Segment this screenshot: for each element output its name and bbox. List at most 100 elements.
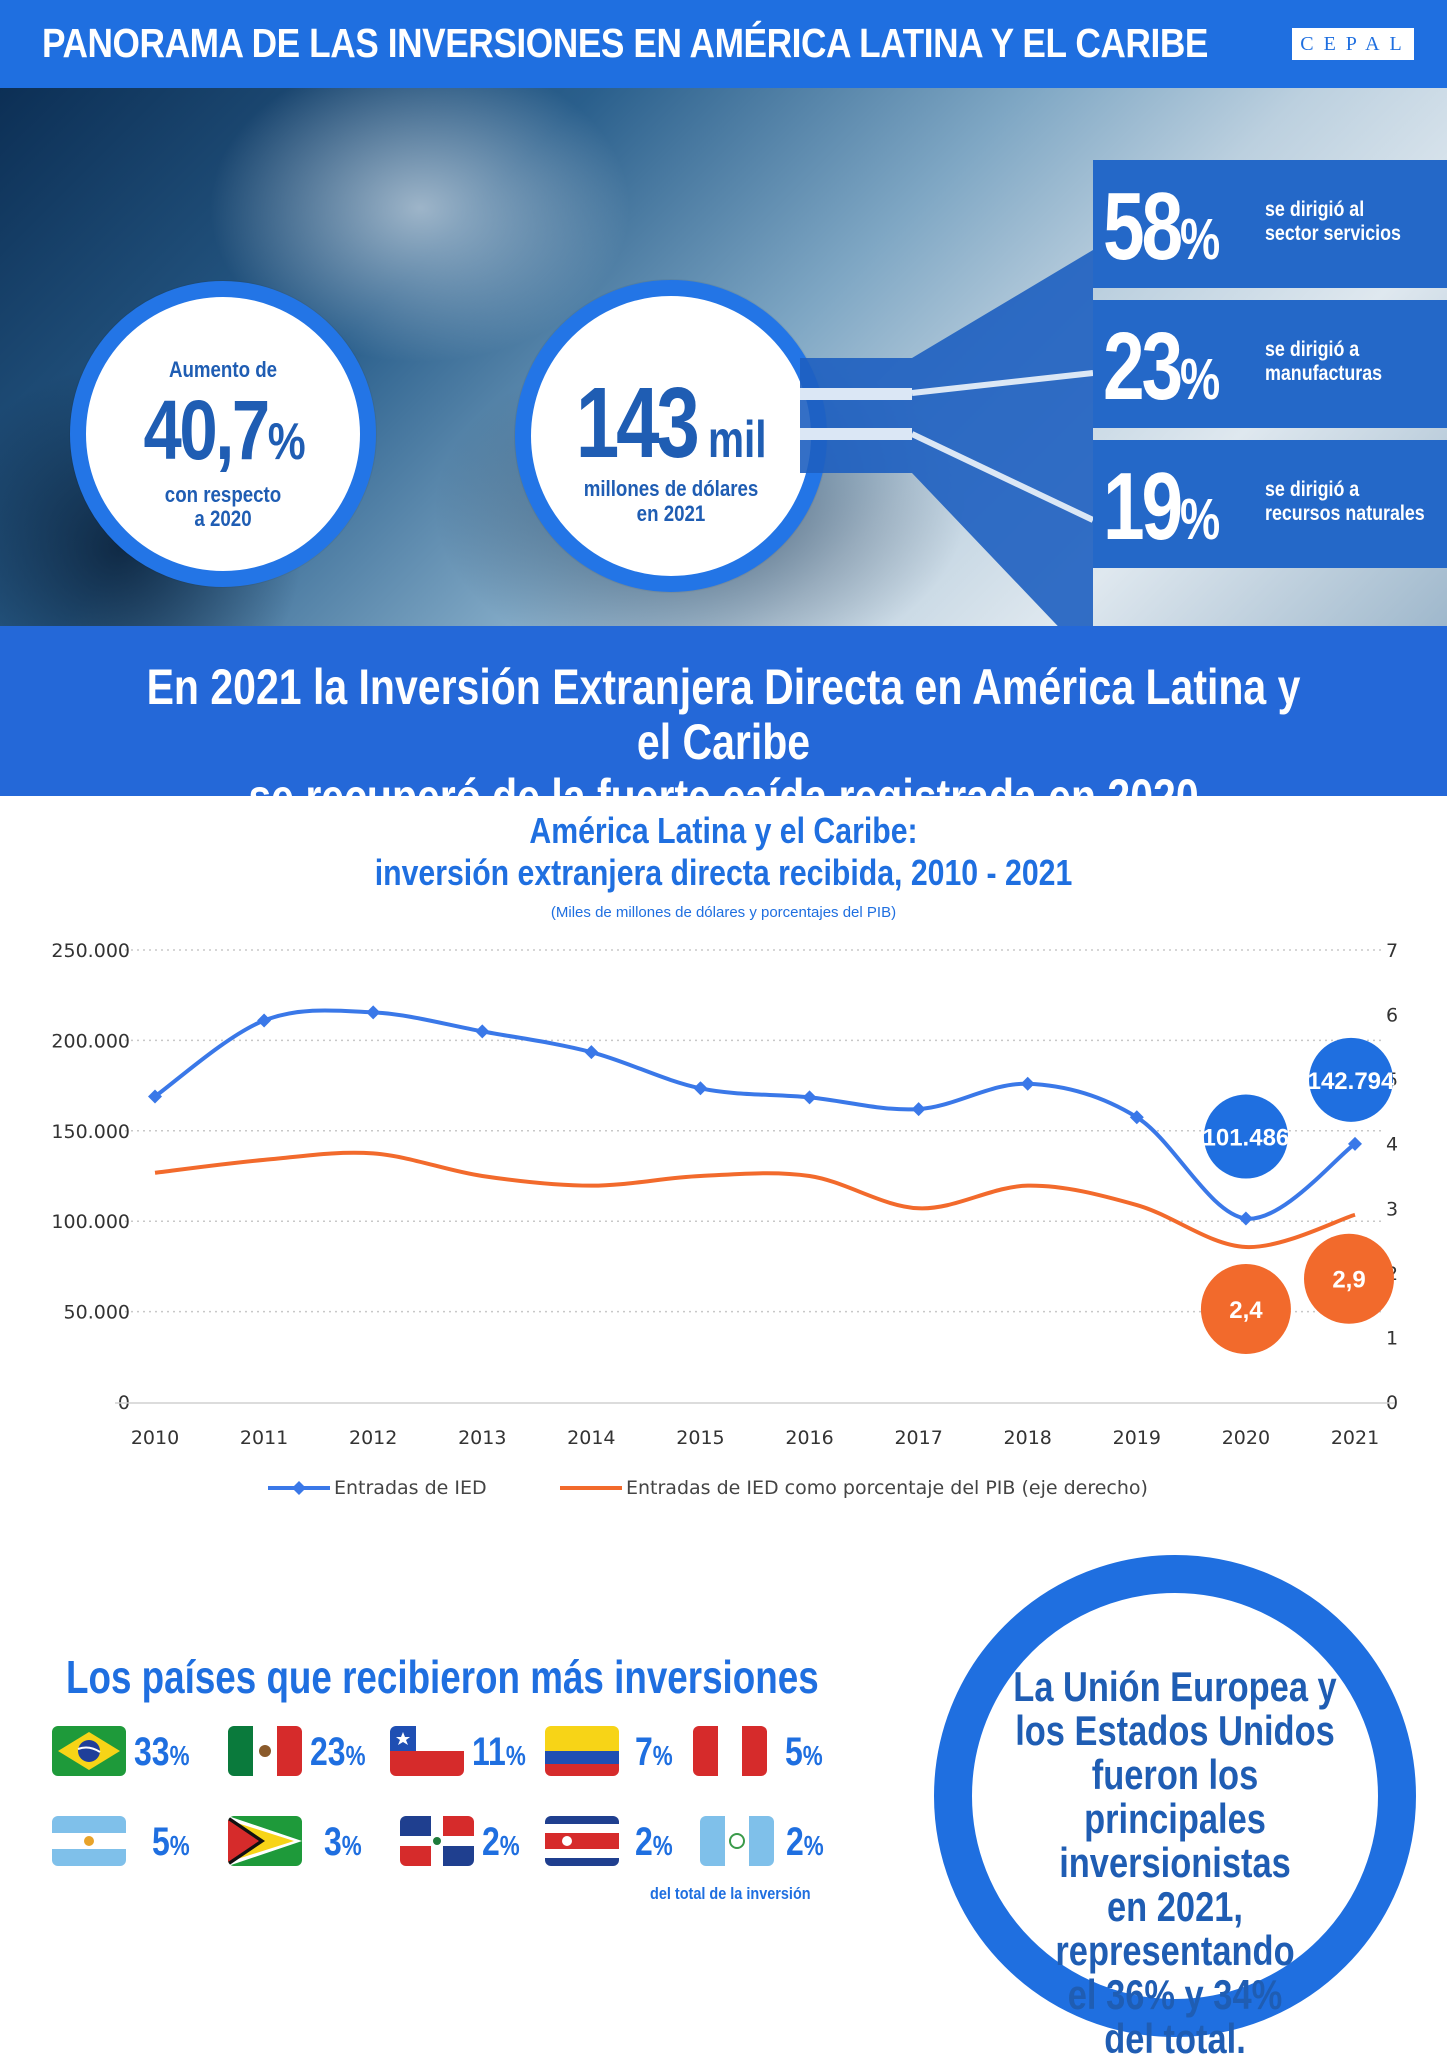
stat-services-value: 58% (1103, 173, 1221, 280)
callout-label: 2,4 (1229, 1297, 1263, 1324)
country-argentina: 5% (52, 1808, 202, 1868)
x-tick-label: 2017 (894, 1427, 942, 1449)
country-dominican-republic: 2% (400, 1808, 550, 1868)
increase-value: 40,7% (143, 383, 305, 477)
chart-series (148, 1005, 1362, 1250)
stat-manufacturing: 23% se dirigió a manufacturas (1093, 300, 1447, 428)
legend-marker-fdi (292, 1481, 306, 1495)
callout-bubble (1309, 1037, 1393, 1122)
country-costa-rica: 2% (545, 1808, 695, 1868)
country-guyana-value: 3% (324, 1820, 362, 1864)
stat-natural-resources: 19% se dirigió a recursos naturales (1093, 440, 1447, 568)
x-tick-label: 2013 (458, 1427, 506, 1449)
data-point-marker (366, 1005, 381, 1020)
brazil-flag-icon (52, 1726, 126, 1776)
country-brazil: 33% (52, 1718, 202, 1778)
y-left-tick-label: 150.000 (51, 1121, 130, 1143)
dominican-republic-flag-icon (400, 1816, 474, 1866)
x-tick-label: 2015 (676, 1427, 724, 1449)
eu-us-text: La Unión Europea y los Estados Unidos fu… (1013, 1663, 1337, 2062)
countries-footnote: del total de la inversión (650, 1884, 811, 1903)
y-right-tick-label: 6 (1386, 1005, 1398, 1027)
y-left-tick-label: 50.000 (64, 1302, 130, 1324)
increase-label: Aumento de (168, 357, 278, 382)
chart-subtitle: (Miles de millones de dólares y porcenta… (550, 904, 897, 921)
data-point-marker (802, 1090, 817, 1105)
callout-label: 2,9 (1332, 1267, 1365, 1294)
country-chile: 11% (390, 1718, 540, 1778)
header-bar: PANORAMA DE LAS INVERSIONES EN AMÉRICA L… (0, 0, 1447, 92)
data-point-marker (584, 1045, 599, 1060)
increase-note: con respecto a 2020 (164, 482, 282, 531)
x-tick-label: 2016 (785, 1427, 833, 1449)
total-note: millones de dólares en 2021 (583, 476, 759, 526)
x-tick-label: 2019 (1113, 1427, 1161, 1449)
data-point-marker (1348, 1136, 1362, 1151)
increase-circle: Aumento de 40,7% con respecto a 2020 (70, 281, 376, 587)
legend-label-fdi-gdp: Entradas de IED como porcentaje del PIB … (626, 1477, 1148, 1499)
y-left-tick-label: 100.000 (51, 1211, 130, 1233)
country-dominican-republic-value: 2% (482, 1820, 520, 1864)
x-tick-label: 2011 (240, 1427, 288, 1449)
costa-rica-flag-icon (545, 1816, 619, 1866)
headline-banner: En 2021 la Inversión Extranjera Directa … (0, 626, 1447, 825)
stat-natural-resources-label: se dirigió a recursos naturales (1265, 478, 1425, 525)
data-point-marker (257, 1013, 272, 1028)
x-axis: 2010 2011 2012 2013 2014 2015 2016 2017 2018 2019… (115, 1402, 1395, 1449)
countries-title: Los países que recibieron más inversione… (66, 1651, 819, 1703)
data-point-marker (911, 1102, 926, 1117)
data-point-marker (1020, 1076, 1035, 1091)
callout-label: 142.794 (1308, 1068, 1395, 1095)
x-tick-label: 2020 (1222, 1427, 1270, 1449)
stat-natural-resources-value: 19% (1103, 453, 1221, 560)
total-circle: 143 mil millones de dólares en 2021 (515, 280, 827, 592)
headline-text: En 2021 la Inversión Extranjera Directa … (146, 659, 1301, 825)
data-point-marker (475, 1024, 490, 1039)
page-title: PANORAMA DE LAS INVERSIONES EN AMÉRICA L… (42, 20, 1208, 66)
y-right-tick-label: 7 (1386, 940, 1398, 962)
series-line-fdi-gdp (154, 1150, 1356, 1250)
y-right-tick-label: 1 (1386, 1327, 1398, 1349)
callout-bubble (1304, 1233, 1394, 1324)
stat-services-label: se dirigió al sector servicios (1265, 198, 1401, 245)
callout-label: 101.486 (1203, 1125, 1290, 1152)
callout-bubble (1200, 1264, 1291, 1355)
x-tick-label: 2021 (1331, 1427, 1379, 1449)
data-point-marker (148, 1089, 162, 1104)
country-mexico: 23% (228, 1718, 378, 1778)
country-guatemala-value: 2% (786, 1820, 824, 1864)
callout-bubble (1203, 1094, 1288, 1179)
country-guyana: 3% (228, 1808, 378, 1868)
guatemala-flag-icon (700, 1816, 774, 1866)
y-right-tick-label: 3 (1386, 1198, 1398, 1220)
country-chile-value: 11% (472, 1730, 526, 1774)
eu-us-circle: La Unión Europea y los Estados Unidos fu… (934, 1555, 1416, 2061)
x-tick-label: 2014 (567, 1427, 615, 1449)
y-left-tick-label: 200.000 (51, 1030, 130, 1052)
chart-callouts: 101.486 142.794 2,4 2,9 (1200, 1037, 1395, 1355)
guyana-flag-icon (228, 1816, 302, 1866)
y-left-tick-label: 250.000 (51, 940, 130, 962)
y-right-tick-label: 4 (1386, 1134, 1398, 1156)
country-costa-rica-value: 2% (635, 1820, 673, 1864)
chart-grid (125, 949, 1385, 1313)
country-argentina-value: 5% (152, 1820, 190, 1864)
chart-legend: Entradas de IED Entradas de IED como porc… (268, 1477, 1148, 1499)
colombia-flag-icon (545, 1726, 619, 1776)
stat-services: 58% se dirigió al sector servicios (1093, 160, 1447, 288)
stat-manufacturing-label: se dirigió a manufacturas (1265, 338, 1383, 385)
country-guatemala: 2% (700, 1808, 850, 1868)
country-brazil-value: 33% (134, 1730, 190, 1774)
country-colombia: 7% (545, 1718, 695, 1778)
peru-flag-icon (693, 1726, 767, 1776)
legend-label-fdi: Entradas de IED (334, 1477, 487, 1499)
country-mexico-value: 23% (310, 1730, 366, 1774)
stat-manufacturing-value: 23% (1103, 313, 1221, 420)
y-axis-right: 01234567 (1386, 940, 1398, 1414)
series-line-fdi (153, 1008, 1357, 1221)
country-colombia-value: 7% (635, 1730, 673, 1774)
hero-section: Aumento de 40,7% con respecto a 2020 143 … (0, 88, 1447, 626)
mexico-flag-icon (228, 1726, 302, 1776)
